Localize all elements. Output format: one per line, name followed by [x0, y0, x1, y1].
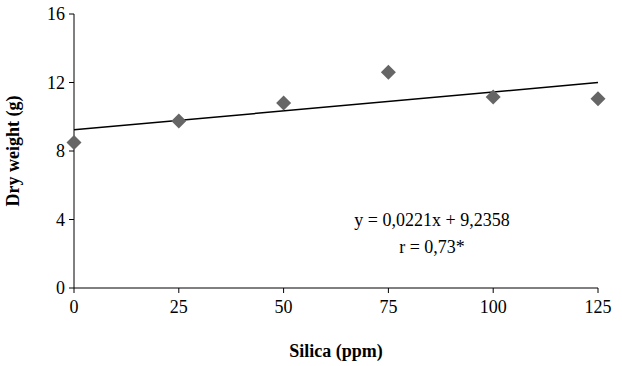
x-tick: [388, 288, 389, 293]
y-tick-label: 8: [56, 141, 65, 161]
y-tick-label: 16: [47, 4, 65, 24]
annotation: y = 0,0221x + 9,2358: [354, 210, 509, 230]
x-tick: [283, 288, 284, 293]
x-tick-label: 50: [275, 297, 293, 317]
y-axis-title: Dry weight (g): [3, 96, 24, 207]
y-tick-label: 4: [56, 210, 65, 230]
x-tick-label: 25: [170, 297, 188, 317]
x-tick-label: 125: [585, 297, 612, 317]
trend-line: [74, 83, 598, 130]
point: [171, 114, 186, 129]
plot-area: [67, 65, 606, 150]
x-axis: [74, 288, 598, 289]
y-tick-label: 0: [56, 278, 65, 298]
chart: 0 4 8 12 16 0 25 50 75 100 125 Silica (ppm) Dry weig…: [0, 0, 622, 366]
y-tick: [69, 288, 74, 289]
point: [276, 96, 291, 111]
x-tick: [74, 288, 75, 293]
x-tick-label: 75: [379, 297, 397, 317]
x-tick: [598, 288, 599, 293]
annotation: r = 0,73*: [399, 237, 465, 257]
x-axis-title: Silica (ppm): [289, 341, 383, 362]
point: [591, 91, 606, 106]
point: [486, 90, 501, 105]
y-tick-label: 12: [47, 73, 65, 93]
y-tick: [69, 14, 74, 15]
x-tick: [493, 288, 494, 293]
x-tick-label: 0: [70, 297, 79, 317]
y-tick: [69, 151, 74, 152]
point: [381, 65, 396, 80]
y-tick: [69, 82, 74, 83]
x-tick: [178, 288, 179, 293]
point: [67, 135, 82, 150]
y-tick: [69, 219, 74, 220]
x-tick-label: 100: [480, 297, 507, 317]
